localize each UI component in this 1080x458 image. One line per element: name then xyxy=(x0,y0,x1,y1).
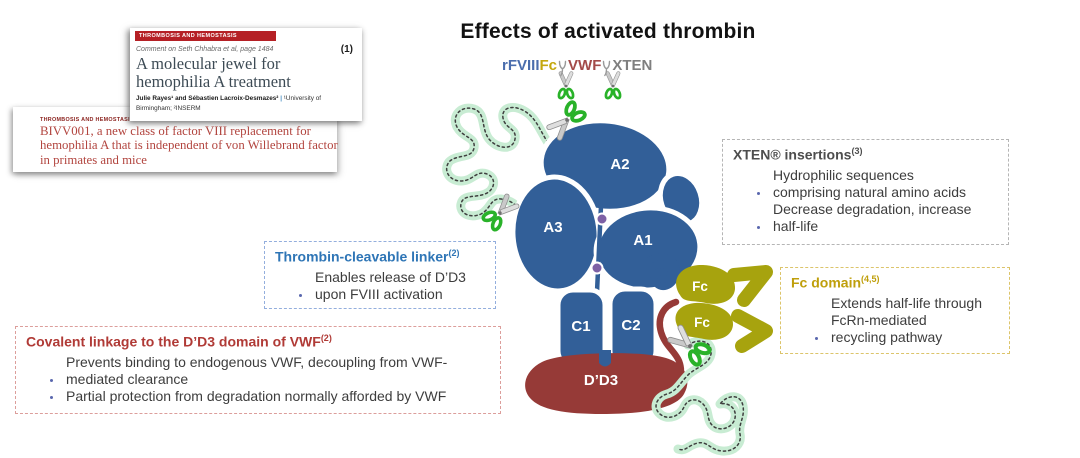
bullet-list: Enables release of D’D3 upon FVIII activ… xyxy=(275,269,489,303)
domain-label-a3: A3 xyxy=(543,219,562,236)
callout-title-text: XTEN® insertions xyxy=(733,146,852,163)
callout-covalent-vwf-linkage: Covalent linkage to the D’D3 domain of V… xyxy=(15,326,501,414)
figure-title: Effects of activated thrombin xyxy=(460,20,756,43)
bullet-item: Enables release of D’D3 upon FVIII activ… xyxy=(312,269,489,303)
callout-title: Fc domain(4,5) xyxy=(791,274,1003,292)
reference-marker: (3) xyxy=(851,146,863,156)
callout-title: XTEN® insertions(3) xyxy=(733,146,1002,164)
callout-fc-domain: Fc domain(4,5) Extends half-life through… xyxy=(780,267,1010,354)
journal-card-comment: THROMBOSIS AND HEMOSTASIS (1) Comment on… xyxy=(130,28,362,121)
legend-xten: XTEN xyxy=(612,57,653,74)
cleavage-site-icon xyxy=(603,60,611,77)
reference-marker: (2) xyxy=(448,248,460,258)
callout-xten-insertions: XTEN® insertions(3) Hydrophilic sequence… xyxy=(722,139,1009,245)
legend-vwf: VWF xyxy=(568,57,602,74)
domain-label-dd3: D’D3 xyxy=(584,372,618,389)
reference-marker-1: (1) xyxy=(340,44,353,55)
fc-bean-1 xyxy=(676,264,736,304)
comment-line: Comment on Seth Chhabra et al, page 1484 xyxy=(136,46,274,53)
domain-label-fc1: Fc xyxy=(692,279,708,294)
journal-label: THROMBOSIS AND HEMOSTASIS xyxy=(40,117,134,123)
journal-banner: THROMBOSIS AND HEMOSTASIS xyxy=(135,31,276,41)
fc-bean-2 xyxy=(675,302,734,340)
bullet-list: Prevents binding to endogenous VWF, deco… xyxy=(26,354,494,405)
domain-label-fc2: Fc xyxy=(694,315,710,330)
bullet-item: Decrease degradation, increase half-life xyxy=(770,201,1002,235)
author-names: Julie Rayes¹ and Sébastien Lacroix-Desma… xyxy=(136,95,279,102)
domain-label-c1: C1 xyxy=(571,318,590,335)
bullet-list: Extends half-life through FcRn-mediated … xyxy=(791,295,1003,346)
callout-title-text: Covalent linkage to the D’D3 domain of V… xyxy=(26,333,321,350)
article-title-comment: A molecular jewel for hemophilia A treat… xyxy=(136,54,291,91)
bullet-item: Extends half-life through FcRn-mediated … xyxy=(828,295,1003,346)
legend-fc: Fc xyxy=(539,57,558,74)
bullet-list: Hydrophilic sequences comprising natural… xyxy=(733,167,1002,235)
c-dd3-connector xyxy=(599,350,611,367)
callout-title: Thrombin-cleavable linker(2) xyxy=(275,248,489,266)
vwf-linker-ribbon xyxy=(656,298,685,380)
dd3-domain-shape xyxy=(525,353,688,414)
fc-arm-2 xyxy=(731,309,773,353)
reference-marker: (2) xyxy=(320,333,332,343)
callout-title-text: Fc domain xyxy=(791,274,862,291)
domain-label-c2: C2 xyxy=(621,317,640,334)
reference-marker: (4,5) xyxy=(861,274,880,284)
bullet-item: Hydrophilic sequences comprising natural… xyxy=(770,167,1002,201)
authors-line: Julie Rayes¹ and Sébastien Lacroix-Desma… xyxy=(136,94,358,114)
article-title-bivv001: BIVV001, a new class of factor VIII repl… xyxy=(40,124,338,167)
legend-rfviii: rFVIII xyxy=(502,57,540,74)
cleavage-site-icon xyxy=(558,60,567,77)
domain-label-a1: A1 xyxy=(633,232,652,249)
callout-thrombin-linker: Thrombin-cleavable linker(2) Enables rel… xyxy=(264,241,496,309)
fc-arm-1 xyxy=(727,265,773,307)
affiliations: ¹University of Birmingham; ²INSERM xyxy=(136,95,322,112)
fviii-fc-structure-diagram: A2 A3 A1 C1 C2 D’D3 Fc Fc xyxy=(420,70,773,458)
a1-tail-curl xyxy=(646,253,680,291)
domain-label-a2: A2 xyxy=(610,156,629,173)
author-separator: | xyxy=(278,95,284,102)
callout-title: Covalent linkage to the D’D3 domain of V… xyxy=(26,333,494,351)
bullet-item: Prevents binding to endogenous VWF, deco… xyxy=(63,354,494,388)
junction-dot-1 xyxy=(595,212,609,226)
bullet-item: Partial protection from degradation norm… xyxy=(63,388,494,405)
callout-title-text: Thrombin-cleavable linker xyxy=(275,248,449,265)
junction-dot-2 xyxy=(590,261,604,275)
molecule-legend: rFVIII Fc VWF XTEN xyxy=(502,57,652,77)
